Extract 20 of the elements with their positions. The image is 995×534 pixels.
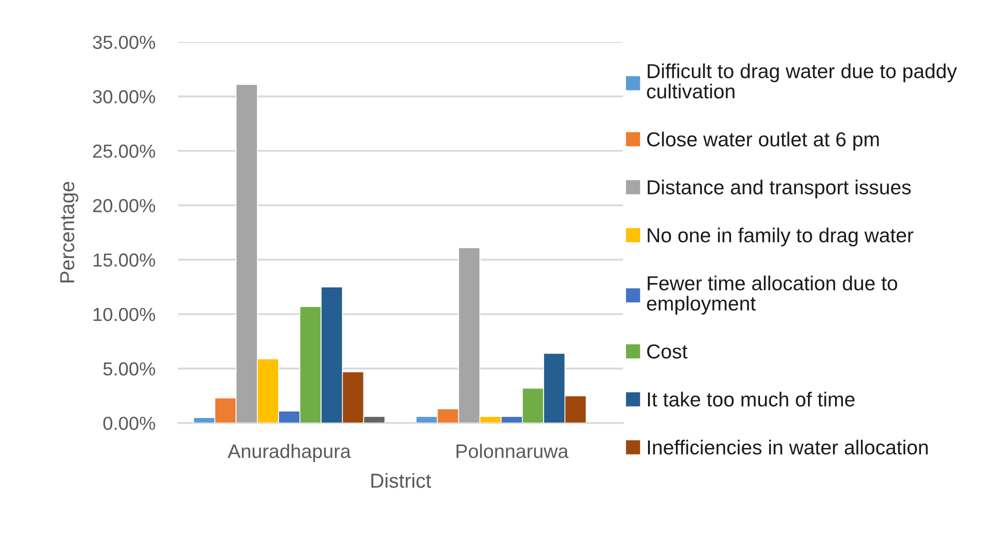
y-tick-label: 5.00% <box>103 362 156 376</box>
y-axis-title: Percentage <box>60 182 78 282</box>
y-tick-label: 35.00% <box>92 36 156 49</box>
legend-label: Close water outlet at 6 pm <box>647 132 879 150</box>
legend-label: It take too much of time <box>648 392 855 407</box>
legend-label: Distance and transport issues <box>648 180 911 198</box>
x-axis-title: District <box>371 473 432 488</box>
legend-label: No one in family to drag water <box>648 228 914 246</box>
y-tick-label: 0.00% <box>103 416 156 430</box>
y-tick-label: 25.00% <box>93 144 156 158</box>
y-tick-label: 30.00% <box>92 90 156 104</box>
y-tick-label: 10.00% <box>94 308 156 322</box>
legend-label: Difficult to drag water due to paddy cultivation <box>646 63 957 98</box>
legend-label: Fewer time allocation due to employment <box>646 276 898 315</box>
x-tick-label: Polonnaruwa <box>456 444 569 458</box>
x-tick-label: Anuradhapura <box>228 444 351 462</box>
legend-label: Inefficiencies in water allocation <box>648 440 928 455</box>
y-tick-label: 20.00% <box>93 198 156 212</box>
y-tick-label: 15.00% <box>94 253 156 267</box>
legend-label: Cost <box>647 344 688 359</box>
